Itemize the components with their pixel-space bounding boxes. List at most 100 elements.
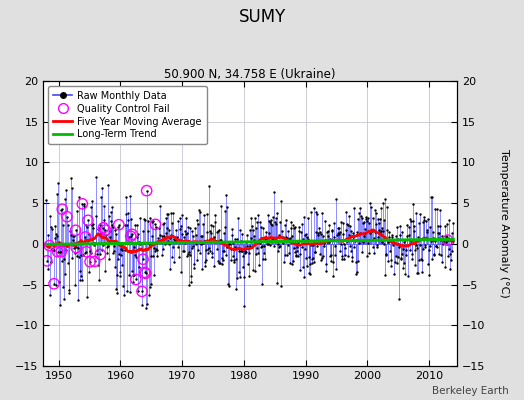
Point: [122, 211, 130, 217]
Point: [190, 260, 198, 267]
Point: [196, 249, 204, 256]
Point: [185, 225, 194, 231]
Point: [147, 252, 156, 259]
Point: [413, 245, 421, 252]
Point: [376, 216, 384, 222]
Point: [311, 248, 319, 255]
Point: [140, 240, 148, 247]
Point: [371, 206, 379, 213]
Point: [125, 193, 134, 199]
Point: [381, 272, 389, 278]
Point: [365, 250, 374, 256]
Point: [139, 216, 148, 222]
Point: [318, 209, 326, 216]
Point: [330, 220, 339, 226]
Point: [443, 221, 451, 228]
Point: [249, 232, 258, 239]
Point: [121, 222, 129, 228]
Point: [108, 224, 117, 230]
Point: [181, 228, 189, 234]
Point: [319, 233, 327, 240]
Point: [192, 241, 200, 247]
Point: [333, 225, 342, 231]
Point: [332, 266, 340, 272]
Point: [299, 213, 308, 220]
Point: [199, 220, 207, 227]
Point: [92, 174, 100, 180]
Point: [245, 273, 253, 280]
Point: [137, 246, 145, 252]
Point: [267, 221, 275, 228]
Point: [406, 247, 414, 253]
Point: [75, 254, 83, 260]
Point: [431, 238, 440, 244]
Point: [310, 205, 319, 212]
Point: [141, 270, 150, 276]
Point: [420, 217, 429, 223]
Point: [42, 196, 50, 203]
Point: [350, 205, 358, 212]
Point: [210, 262, 218, 269]
Point: [295, 224, 303, 230]
Point: [279, 233, 287, 240]
Point: [144, 227, 152, 234]
Point: [398, 228, 407, 235]
Point: [51, 235, 59, 242]
Point: [221, 208, 230, 215]
Point: [122, 194, 130, 200]
Point: [112, 286, 120, 292]
Point: [441, 223, 449, 230]
Point: [341, 252, 350, 258]
Point: [157, 252, 166, 258]
Point: [102, 244, 111, 250]
Point: [366, 200, 374, 206]
Point: [300, 274, 308, 280]
Point: [271, 235, 279, 241]
Point: [329, 259, 337, 265]
Point: [288, 261, 296, 268]
Point: [236, 226, 245, 233]
Point: [439, 238, 447, 245]
Point: [410, 246, 419, 253]
Point: [43, 243, 51, 250]
Point: [217, 254, 226, 261]
Point: [365, 220, 373, 226]
Point: [66, 290, 74, 296]
Point: [258, 243, 267, 250]
Point: [45, 243, 53, 249]
Point: [213, 246, 221, 252]
Point: [138, 288, 146, 294]
Point: [351, 244, 359, 250]
Point: [394, 236, 402, 242]
Point: [222, 192, 231, 198]
Point: [136, 241, 144, 248]
Point: [173, 218, 182, 224]
Point: [77, 252, 85, 258]
Point: [108, 204, 116, 211]
Point: [235, 268, 244, 275]
Point: [259, 256, 267, 262]
Point: [242, 248, 250, 255]
Point: [183, 230, 191, 236]
Point: [146, 284, 155, 291]
Point: [405, 224, 413, 230]
Point: [388, 237, 397, 244]
Point: [443, 237, 452, 243]
Point: [111, 227, 119, 233]
Point: [237, 231, 246, 237]
Point: [408, 255, 416, 262]
Point: [255, 236, 264, 243]
Point: [174, 244, 182, 250]
Point: [149, 218, 157, 224]
Point: [421, 241, 430, 248]
Point: [268, 235, 277, 242]
Point: [397, 255, 405, 262]
Point: [104, 243, 112, 249]
Point: [100, 216, 108, 223]
Point: [395, 296, 403, 303]
Point: [403, 233, 411, 240]
Point: [247, 223, 256, 229]
Point: [167, 232, 176, 238]
Point: [430, 252, 438, 258]
Point: [367, 204, 376, 210]
